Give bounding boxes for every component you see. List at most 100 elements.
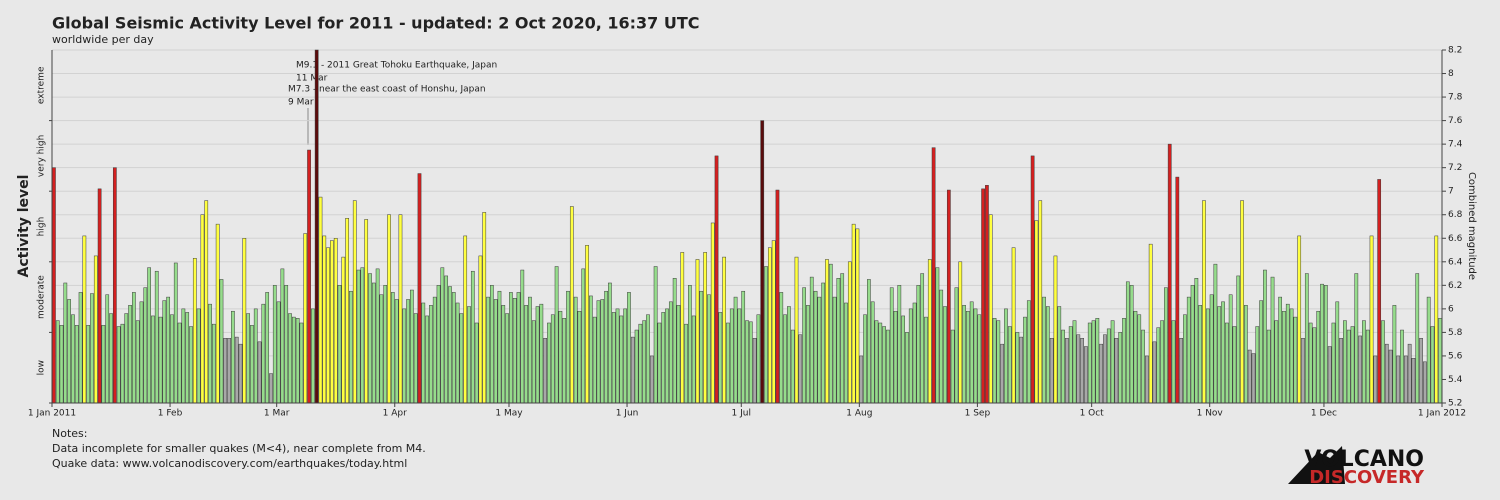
bar (97, 188, 102, 404)
bar (547, 322, 551, 404)
bar (470, 270, 475, 404)
y2-tick-label: 7 (1448, 187, 1454, 197)
bar (291, 316, 296, 404)
bar (1362, 320, 1366, 404)
bar (143, 287, 148, 404)
bar (927, 259, 932, 404)
bar (543, 338, 548, 404)
bar (748, 321, 753, 404)
bar (905, 332, 909, 404)
note: Data incomplete for smaller quakes (M<4)… (52, 442, 426, 455)
bar (554, 266, 559, 404)
bar (688, 285, 692, 404)
bar (90, 293, 94, 404)
bar (1023, 316, 1027, 404)
bar (219, 279, 224, 404)
bar (1145, 355, 1149, 404)
bar (322, 235, 327, 404)
bar (726, 322, 730, 404)
bar (859, 355, 864, 404)
bar (1015, 332, 1020, 404)
bar (501, 305, 506, 404)
bar (261, 303, 266, 404)
bar (208, 303, 212, 404)
bar (1019, 336, 1024, 404)
bar (832, 296, 837, 404)
bar (345, 218, 349, 404)
bar (661, 312, 666, 404)
bar (1011, 247, 1016, 404)
bar (611, 312, 616, 404)
bar (1137, 314, 1142, 404)
logo-icon (1288, 446, 1345, 484)
bar (151, 315, 155, 404)
bar (314, 49, 319, 404)
bar (1282, 310, 1286, 404)
bar (349, 290, 353, 404)
bar (977, 314, 982, 404)
bar (1034, 220, 1039, 404)
bar (1373, 355, 1378, 404)
bar (1160, 320, 1164, 404)
bar (695, 259, 700, 404)
bar (1103, 334, 1107, 404)
bar (1343, 320, 1347, 404)
bar (299, 322, 304, 404)
bar (931, 147, 936, 404)
bar (1080, 338, 1084, 404)
bar (600, 299, 605, 404)
bar (627, 292, 631, 404)
y2-tick-label: 6.4 (1448, 257, 1463, 267)
bar (844, 302, 848, 404)
bar (1095, 318, 1100, 404)
bar (703, 252, 707, 404)
annotation-date: 9 Mar (288, 98, 314, 108)
bar (455, 302, 460, 404)
bar (569, 206, 574, 404)
bar (718, 312, 723, 404)
bar (988, 214, 993, 404)
bar (189, 326, 193, 404)
x-tick-label: 1 Jul (732, 409, 751, 419)
bar (756, 314, 761, 404)
bar (1171, 320, 1176, 404)
bar (806, 305, 810, 404)
bar (82, 235, 87, 404)
bar (893, 310, 898, 404)
bar (1076, 334, 1081, 404)
bar (120, 323, 125, 404)
y2-tick-label: 7.4 (1448, 140, 1463, 150)
bar (493, 299, 498, 404)
bar (1327, 346, 1332, 404)
bar (680, 252, 685, 404)
bar (1365, 329, 1370, 404)
y2-tick-label: 5.8 (1448, 328, 1463, 338)
y2-tick-label: 5.6 (1448, 351, 1463, 361)
bar (1106, 328, 1111, 404)
bar (105, 294, 110, 404)
x-tick-label: 1 Sep (965, 409, 991, 419)
bar (147, 267, 151, 404)
bar (1392, 305, 1397, 404)
bar (1411, 358, 1416, 404)
level-label: very high (37, 135, 47, 177)
bar (1259, 300, 1263, 404)
bar (337, 285, 342, 404)
bar (158, 316, 163, 404)
bar (116, 326, 121, 404)
bar (1156, 327, 1161, 404)
bar (402, 308, 407, 404)
bar (474, 322, 479, 404)
bar (1232, 326, 1237, 404)
bar (1205, 308, 1210, 404)
bar (311, 308, 315, 404)
bar (962, 305, 966, 404)
bar (577, 310, 582, 404)
bar (646, 314, 650, 404)
bar (1407, 343, 1412, 404)
bar (1354, 273, 1359, 404)
bar (771, 240, 776, 404)
bar (360, 267, 365, 404)
